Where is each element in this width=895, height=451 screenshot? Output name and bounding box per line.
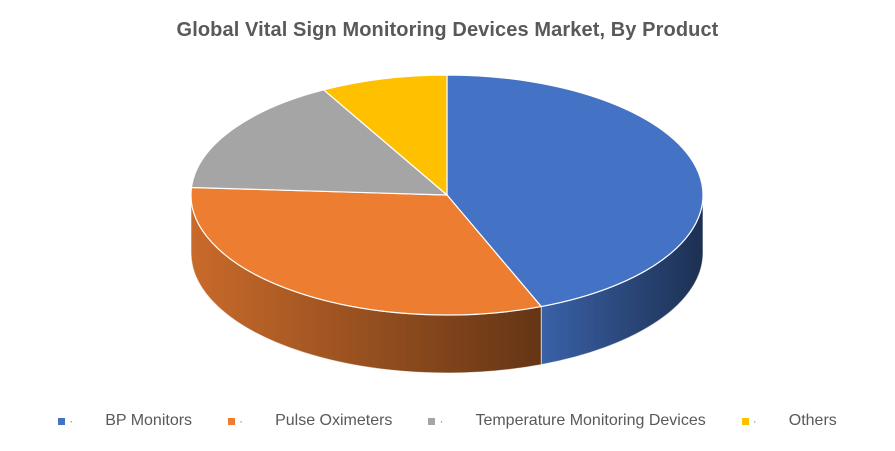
bullet-dot-icon: · — [69, 414, 74, 428]
legend-item-temperature-monitoring-devices: · Temperature Monitoring Devices — [428, 412, 706, 430]
legend-swatch — [428, 417, 436, 425]
legend-label: Others — [788, 412, 837, 429]
legend-swatch — [741, 417, 749, 425]
legend-label: BP Monitors — [105, 412, 193, 429]
bullet-dot-icon: · — [439, 414, 444, 428]
bullet-dot-icon: · — [239, 414, 244, 428]
pie-slice-pulse-oximeters — [190, 186, 543, 316]
legend-item-bp-monitors: · BP Monitors — [58, 412, 192, 430]
legend-item-pulse-oximeters: · Pulse Oximeters — [228, 412, 392, 430]
legend-label: Pulse Oximeters — [275, 412, 393, 429]
pie-slice-temperature-monitoring-devices — [190, 89, 449, 196]
pie-slice-bp-monitors — [446, 74, 704, 308]
legend-swatch — [58, 417, 66, 425]
chart-title: Global Vital Sign Monitoring Devices Mar… — [176, 19, 719, 41]
legend-label: Temperature Monitoring Devices — [475, 412, 706, 429]
legend-item-others: · Others — [741, 412, 837, 430]
bullet-dot-icon: · — [752, 414, 757, 428]
legend: · BP Monitors · Pulse Oximeters · Temperature… — [0, 409, 895, 433]
legend-swatch — [228, 417, 236, 425]
pie-slice-others — [322, 74, 448, 197]
